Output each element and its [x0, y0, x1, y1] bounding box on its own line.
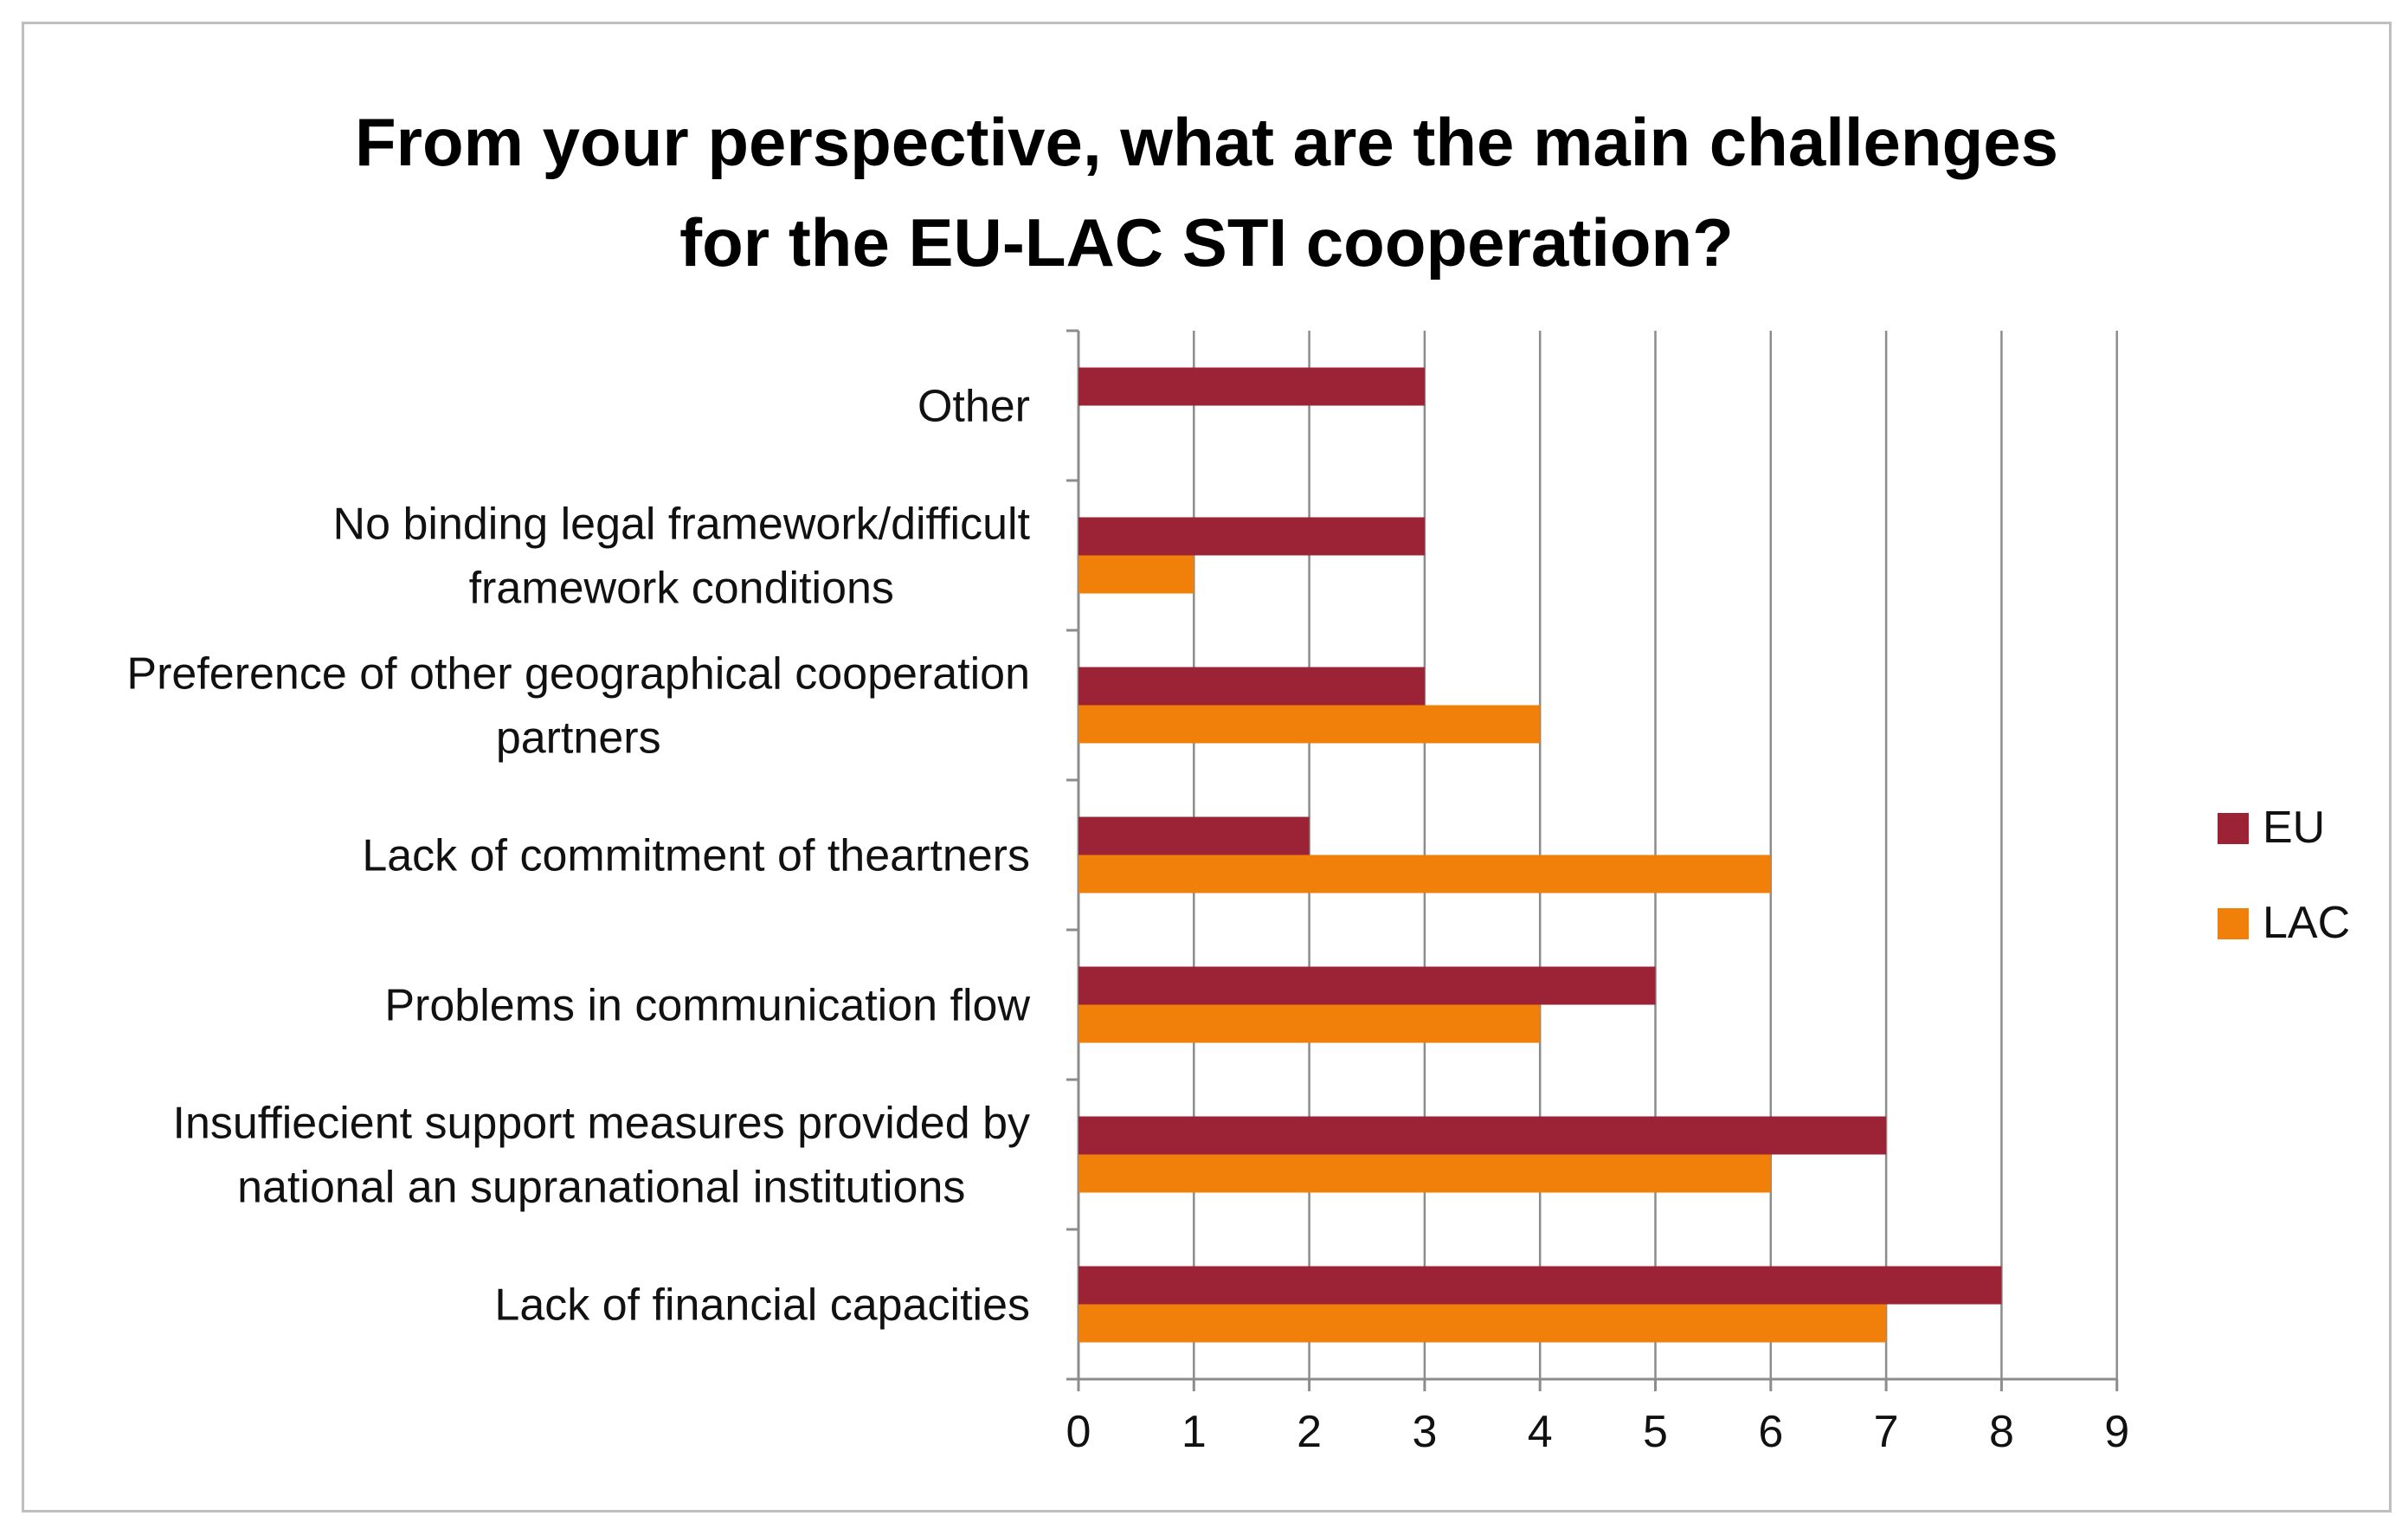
category-label-line: No binding legal framework/difficult [333, 500, 1031, 550]
x-tick-label: 2 [1297, 1407, 1322, 1457]
category-label: Lack of commitment of theartners [362, 831, 1030, 881]
legend-label-eu: EU [2263, 803, 2325, 853]
category-label-line: Lack of financial capacities [494, 1280, 1030, 1331]
category-label: Other [917, 382, 1030, 432]
bar-lac [1078, 1304, 1887, 1343]
bar-lac [1078, 705, 1541, 744]
category-label: Insuffiecient support measures provided … [173, 1099, 1031, 1213]
x-tick-label: 5 [1643, 1407, 1668, 1457]
category-label-line: Lack of commitment of theartners [362, 831, 1030, 881]
bar-lac [1078, 855, 1771, 893]
category-label: Preference of other geographical coopera… [126, 649, 1030, 764]
bar-eu [1078, 667, 1425, 706]
x-tick-label: 6 [1758, 1407, 1783, 1457]
bar-eu [1078, 816, 1310, 855]
category-label: Lack of financial capacities [494, 1280, 1030, 1331]
legend-swatch-lac [2218, 908, 2249, 939]
bar-lac [1078, 555, 1194, 594]
bar-eu [1078, 367, 1425, 406]
category-label-line: Problems in communication flow [384, 981, 1030, 1031]
category-label-line: Insuffiecient support measures provided … [173, 1099, 1031, 1149]
legend-label-lac: LAC [2263, 898, 2350, 948]
x-tick-label: 7 [1874, 1407, 1899, 1457]
chart-title-line-1: From your perspective, what are the main… [355, 104, 2058, 180]
x-tick-label: 4 [1528, 1407, 1553, 1457]
category-label: Problems in communication flow [384, 981, 1030, 1031]
category-label-line: Other [917, 382, 1030, 432]
x-tick-label: 1 [1181, 1407, 1207, 1457]
bar-lac [1078, 1154, 1771, 1193]
category-label: No binding legal framework/difficult fram… [333, 500, 1031, 614]
legend-swatch-eu [2218, 813, 2249, 844]
bar-eu [1078, 517, 1425, 556]
x-tick-label: 9 [2104, 1407, 2129, 1457]
chart-title-line-2: for the EU-LAC STI cooperation? [679, 204, 1734, 281]
bar-lac [1078, 1004, 1541, 1043]
x-tick-label: 3 [1412, 1407, 1437, 1457]
category-label-line: framework conditions [469, 564, 894, 614]
category-label-line: national an supranational institutions [237, 1163, 965, 1213]
chart-frame: From your perspective, what are the main… [22, 22, 2392, 1512]
category-label-line: Preference of other geographical coopera… [126, 649, 1030, 700]
x-tick-label: 8 [1989, 1407, 2014, 1457]
bar-eu [1078, 1116, 1887, 1155]
chart-title: From your perspective, what are the main… [24, 92, 2389, 293]
bar-eu [1078, 1266, 2002, 1305]
x-tick-label: 0 [1066, 1407, 1091, 1457]
bar-eu [1078, 966, 1656, 1005]
category-label-line: partners [496, 713, 661, 764]
